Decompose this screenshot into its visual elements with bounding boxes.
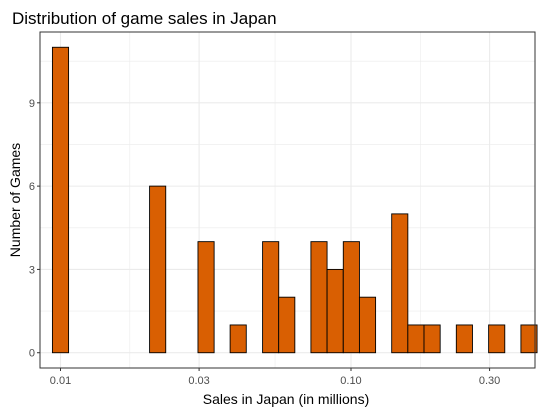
histogram-bar [456,325,472,353]
histogram-bar [408,325,424,353]
histogram-bar [52,47,68,352]
y-axis-ticks: 0 3 6 9 [29,98,40,360]
x-tick-label: 0.03 [188,375,209,387]
histogram-bar [343,242,359,353]
x-tick-label: 0.01 [50,375,71,387]
x-axis-ticks: 0.01 0.03 0.10 0.30 [50,368,501,387]
histogram-bar [359,297,375,353]
x-axis-title: Sales in Japan (in millions) [203,391,370,407]
chart-title: Distribution of game sales in Japan [12,9,277,28]
y-tick-label: 6 [29,181,35,193]
x-tick-label: 0.30 [479,375,500,387]
histogram-bar [392,214,408,353]
histogram-bar [489,325,505,353]
histogram-bar [424,325,440,353]
y-axis-title: Number of Games [7,143,23,257]
histogram-bar [279,297,295,353]
histogram-bar [198,242,214,353]
histogram-bar [263,242,279,353]
y-tick-label: 3 [29,264,35,276]
histogram-bar [230,325,246,353]
histogram-bar [327,269,343,352]
histogram-bar [150,186,166,353]
y-tick-label: 0 [29,348,35,360]
histogram-bar [311,242,327,353]
histogram-bars [52,47,537,352]
y-tick-label: 9 [29,98,35,110]
x-tick-label: 0.10 [340,375,361,387]
